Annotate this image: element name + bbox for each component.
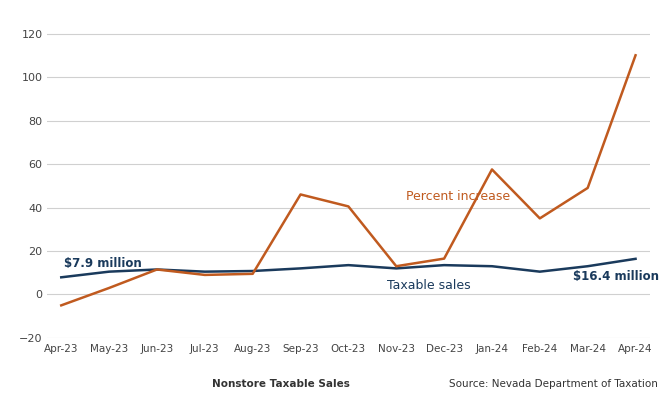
Text: Percent increase: Percent increase	[406, 190, 510, 203]
Text: $16.4 million: $16.4 million	[574, 270, 659, 283]
Text: Nonstore Taxable Sales: Nonstore Taxable Sales	[212, 379, 350, 389]
Text: Source: Nevada Department of Taxation: Source: Nevada Department of Taxation	[449, 379, 658, 389]
Text: Taxable sales: Taxable sales	[387, 279, 470, 292]
Text: $7.9 million: $7.9 million	[64, 257, 141, 270]
